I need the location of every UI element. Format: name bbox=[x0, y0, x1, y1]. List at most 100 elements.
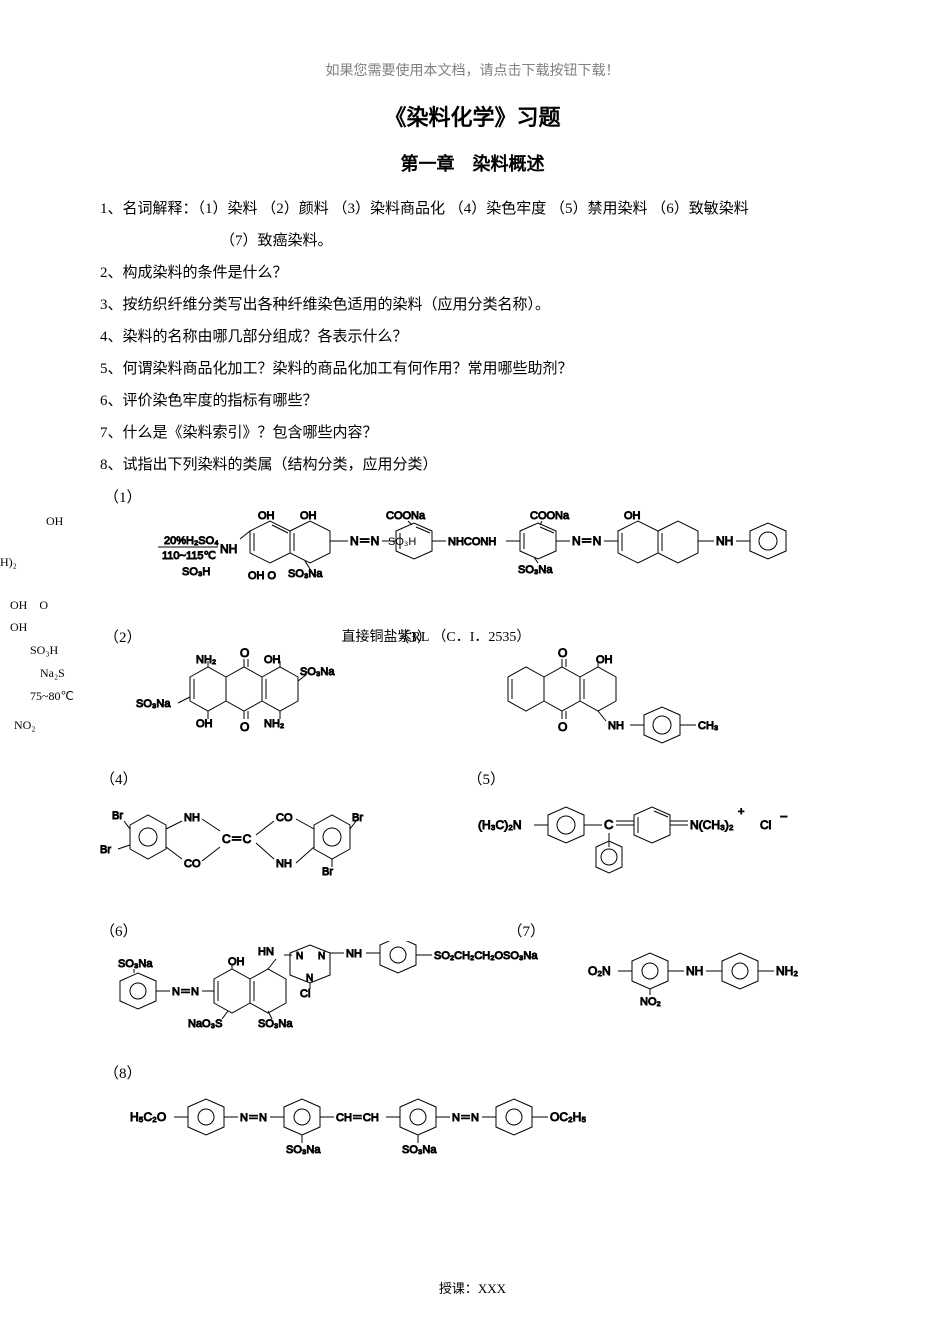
question-2: 2、构成染料的条件是什么？ bbox=[100, 258, 845, 288]
chem1-coona-b: COONa bbox=[530, 511, 570, 522]
chem-structure-8: H₅C₂O N＝N SO₃Na CH＝CH SO₃Na N＝N OC₂H₅ bbox=[130, 1087, 730, 1192]
side-oh2: OH bbox=[10, 616, 100, 639]
chem6-so3na-a: SO₃Na bbox=[118, 958, 153, 970]
chem-structure-7: O₂N NO₂ NH NH₂ bbox=[588, 941, 858, 1036]
label-3: （3） bbox=[394, 626, 432, 647]
chem4-co-b: CO bbox=[276, 812, 293, 824]
chem1-oh-b: OH bbox=[300, 511, 317, 522]
chem7-no2: NO₂ bbox=[640, 996, 661, 1008]
chem8-oc2h5: OC₂H₅ bbox=[550, 1110, 586, 1124]
chem8-so3na-a: SO₃Na bbox=[286, 1144, 321, 1156]
page-title: 《染料化学》习题 bbox=[100, 100, 845, 132]
chem4-nh-b: NH bbox=[276, 858, 292, 870]
chem-structure-3: O O OH NH CH₃ bbox=[468, 647, 768, 762]
chem4-co-a: CO bbox=[184, 858, 201, 870]
chem1-so3na-a: SO₃Na bbox=[288, 568, 323, 580]
question-1b: （7）致癌染料。 bbox=[100, 226, 845, 256]
label-6: （6） bbox=[100, 920, 138, 941]
chem-structure-4: Br Br NH CO C＝C CO NH Br Br bbox=[100, 789, 430, 914]
chem6-n-a: N bbox=[296, 951, 303, 962]
chem1-oh-c: OH bbox=[624, 511, 641, 522]
chem1-so3h: SO₃H bbox=[182, 566, 210, 578]
chem6-so3na-b: SO₃Na bbox=[258, 1018, 293, 1030]
chem6-n-b: N bbox=[318, 951, 325, 962]
side-h2: H)₂ bbox=[0, 551, 100, 574]
chem7-o2n: O₂N bbox=[588, 964, 611, 978]
chem1-h2so4: 20%H₂SO₄ bbox=[164, 535, 219, 547]
chem4-br-c: Br bbox=[352, 812, 363, 824]
question-4: 4、染料的名称由哪几部分组成？各表示什么？ bbox=[100, 322, 845, 352]
side-na2s: Na₂S bbox=[40, 662, 100, 685]
page-footer: 授课：XXX bbox=[0, 1278, 945, 1297]
svg-text:SO₃H: SO₃H bbox=[388, 536, 416, 548]
chem4-br-d: Br bbox=[322, 866, 333, 878]
label-2: （2） bbox=[104, 626, 142, 647]
chem1-azn-b: N＝N bbox=[572, 534, 601, 548]
chem2-oh-a: OH bbox=[264, 654, 281, 666]
question-5: 5、何谓染料商品化加工？染料的商品化加工有何作用？常用哪些助剂？ bbox=[100, 354, 845, 384]
svg-text:OH O: OH O bbox=[248, 570, 277, 582]
chem5-c: C bbox=[604, 817, 613, 832]
side-formulas: OH H)₂ OH O OH SO₃H Na₂S 75~80℃ NO₂ bbox=[0, 510, 100, 736]
side-oh-o: OH O bbox=[10, 594, 100, 617]
chem1-so3na-b: SO₃Na bbox=[518, 564, 553, 576]
chem2-o-bot: O bbox=[240, 720, 249, 734]
chem5-nch32: N(CH₃)₂ bbox=[690, 818, 734, 832]
side-so3h: SO₃H bbox=[30, 639, 100, 662]
chem6-n-c: N bbox=[306, 973, 313, 984]
chem4-br-a: Br bbox=[112, 810, 123, 822]
chem5-plus: + bbox=[738, 806, 744, 818]
chem1-coona-a: COONa bbox=[386, 511, 426, 522]
chem-structure-2: O O NH₂ OH OH NH₂ SO₃Na SO₃Na bbox=[100, 647, 380, 762]
chem6-oh: OH bbox=[228, 956, 245, 968]
chem1-temp: 110~115℃ bbox=[162, 550, 216, 562]
chem1-oh-a: OH bbox=[258, 511, 275, 522]
download-notice: 如果您需要使用本文档，请点击下载按钮下载！ bbox=[100, 60, 845, 80]
label-7: （7） bbox=[508, 920, 546, 941]
side-no2: NO₂ bbox=[14, 714, 100, 737]
label-5: （5） bbox=[468, 768, 506, 789]
chem6-nao3s: NaO₃S bbox=[188, 1018, 222, 1030]
question-8: 8、试指出下列染料的类属（结构分类，应用分类） bbox=[100, 450, 845, 480]
question-3: 3、按纺织纤维分类写出各种纤维染色适用的染料（应用分类名称）。 bbox=[100, 290, 845, 320]
chem1-nhconh: NHCONH bbox=[448, 536, 496, 548]
chem5-h3c2n: (H₃C)₂N bbox=[478, 818, 522, 832]
chem3-nh: NH bbox=[608, 720, 624, 732]
chem1-azn-a: N＝N bbox=[350, 534, 379, 548]
chem7-nh2: NH₂ bbox=[776, 964, 798, 978]
chem4-br-b: Br bbox=[100, 844, 111, 856]
chem6-so2: SO₂CH₂CH₂OSO₃Na bbox=[434, 950, 538, 962]
chem8-azn-b: N＝N bbox=[452, 1112, 479, 1124]
label-8: （8） bbox=[104, 1062, 845, 1083]
question-6: 6、评价染色牢度的指标有哪些？ bbox=[100, 386, 845, 416]
question-7: 7、什么是《染料索引》？包含哪些内容？ bbox=[100, 418, 845, 448]
chem2-nh2-b: NH₂ bbox=[264, 718, 284, 730]
chem2-nh2-a: NH₂ bbox=[196, 654, 216, 666]
side-oh: OH bbox=[46, 510, 100, 533]
side-temp: 75~80℃ bbox=[30, 685, 100, 708]
chem6-azn: N＝N bbox=[172, 986, 199, 998]
chem3-ch3: CH₃ bbox=[698, 720, 718, 732]
chem3-o-a: O bbox=[558, 647, 567, 660]
chem6-hn: HN bbox=[258, 946, 274, 958]
chem1-nh-b: NH bbox=[716, 534, 733, 548]
chem8-h5c2o: H₅C₂O bbox=[130, 1110, 166, 1124]
chapter-heading: 第一章 染料概述 bbox=[100, 150, 845, 176]
chem3-o-b: O bbox=[558, 720, 567, 734]
chem8-so3na-b: SO₃Na bbox=[402, 1144, 437, 1156]
chem-structure-1: 20%H₂SO₄ 110~115℃ NH SO₃H OH OH SO₃Na OH… bbox=[100, 511, 840, 626]
label-1: （1） bbox=[104, 486, 845, 507]
chem8-azn-a: N＝N bbox=[240, 1112, 267, 1124]
chem5-cl: Cl bbox=[760, 818, 771, 832]
chem6-nh: NH bbox=[346, 948, 362, 960]
chem-structure-5: (H₃C)₂N C N(CH₃)₂ + Cl − bbox=[478, 789, 838, 914]
chem1-nh: NH bbox=[220, 542, 237, 556]
chem8-chch: CH＝CH bbox=[336, 1112, 379, 1124]
chem2-so3na-b: SO₃Na bbox=[136, 698, 171, 710]
chem-structure-6: SO₃Na N＝N OH NaO₃S SO₃Na HN bbox=[100, 941, 570, 1056]
chem4-nh-a: NH bbox=[184, 812, 200, 824]
caption-23: 直接铜盐紫RL （C．I．2535） bbox=[342, 626, 531, 647]
chem2-o-top: O bbox=[240, 647, 249, 660]
chem7-nh: NH bbox=[686, 964, 703, 978]
chem2-oh-b: OH bbox=[196, 718, 213, 730]
